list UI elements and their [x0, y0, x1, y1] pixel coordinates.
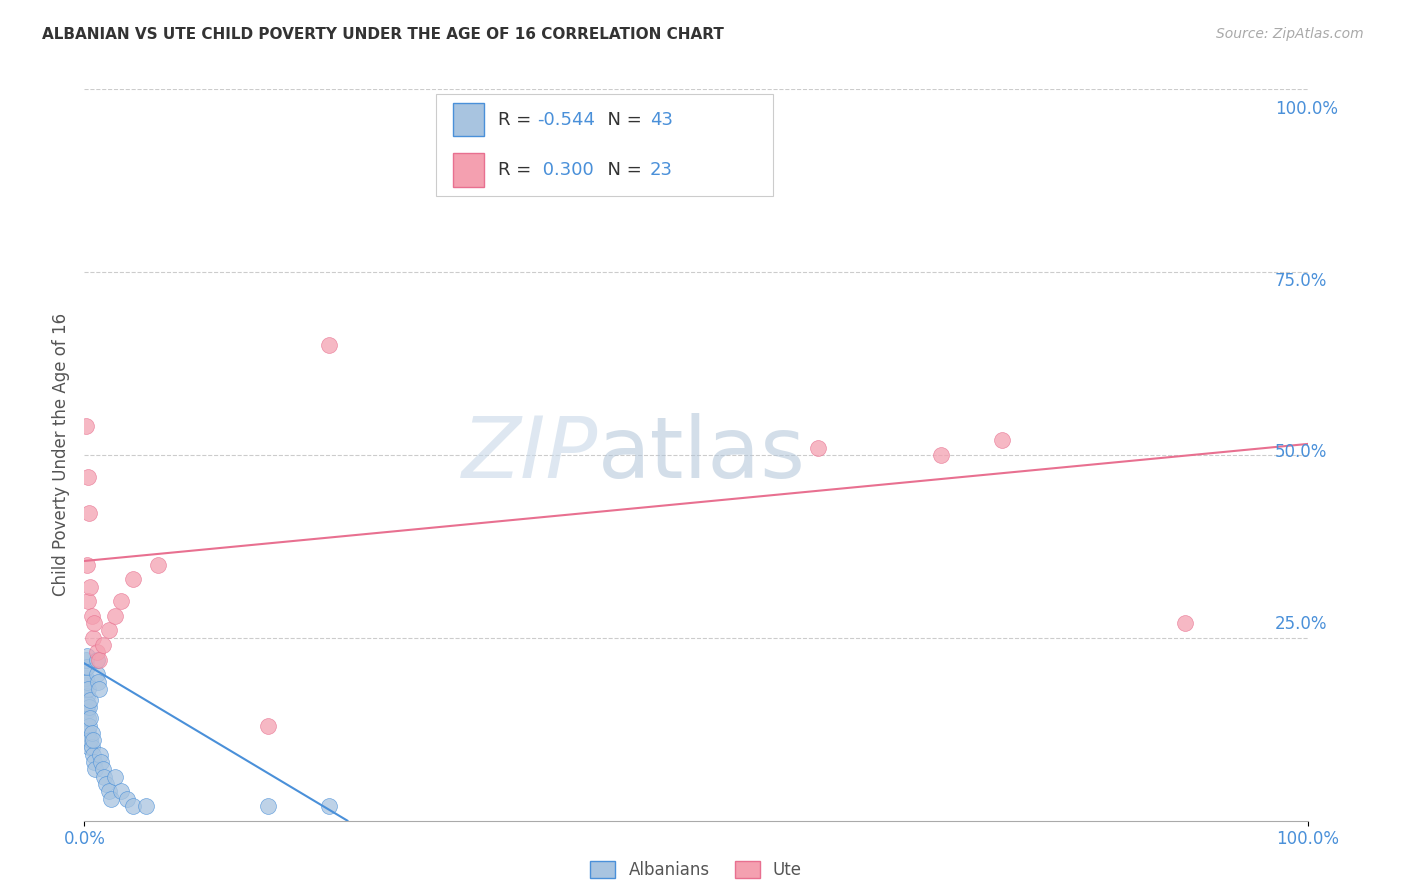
Point	[170, 673, 193, 688]
Point	[181, 746, 204, 760]
Point	[170, 567, 193, 582]
Point	[177, 663, 200, 677]
Text: ALBANIAN VS UTE CHILD POVERTY UNDER THE AGE OF 16 CORRELATION CHART: ALBANIAN VS UTE CHILD POVERTY UNDER THE …	[42, 27, 724, 42]
Point	[172, 725, 194, 739]
Point	[208, 773, 231, 788]
Point	[197, 581, 219, 595]
Point	[191, 594, 214, 608]
Point	[188, 766, 211, 780]
Point	[173, 601, 195, 615]
Point	[166, 660, 188, 674]
Point	[167, 690, 190, 705]
Legend: Albanians, Ute: Albanians, Ute	[607, 822, 834, 855]
Point	[328, 698, 350, 712]
Point	[181, 739, 204, 753]
Point	[170, 711, 193, 725]
Point	[186, 608, 209, 623]
Text: atlas: atlas	[633, 409, 841, 492]
Point	[169, 698, 191, 712]
Point	[167, 677, 190, 691]
Point	[167, 642, 190, 657]
Point	[202, 766, 225, 780]
Text: 23: 23	[650, 161, 672, 179]
Point	[166, 653, 188, 667]
Point	[172, 615, 194, 630]
Point	[197, 759, 219, 773]
Point	[172, 594, 194, 608]
Y-axis label: Child Poverty Under the Age of 16: Child Poverty Under the Age of 16	[52, 309, 70, 592]
Point	[172, 711, 194, 725]
Point	[166, 636, 188, 650]
Text: 43: 43	[650, 111, 672, 128]
Point	[174, 739, 197, 753]
Point	[382, 773, 405, 788]
Text: N =: N =	[596, 161, 648, 179]
Point	[167, 581, 190, 595]
Point	[181, 622, 204, 636]
Point	[176, 629, 198, 643]
Point	[166, 642, 188, 657]
Point	[818, 436, 841, 450]
Point	[167, 705, 190, 719]
Point	[191, 746, 214, 760]
Point	[167, 670, 190, 684]
Point	[231, 546, 253, 561]
Point	[219, 773, 242, 788]
Point	[177, 657, 200, 671]
Point	[176, 649, 198, 664]
Point	[180, 731, 202, 746]
Text: R =: R =	[498, 161, 537, 179]
Text: N =: N =	[596, 111, 648, 128]
Text: Source: ZipAtlas.com: Source: ZipAtlas.com	[1216, 27, 1364, 41]
Point	[179, 725, 201, 739]
Text: R =: R =	[498, 111, 537, 128]
Point	[177, 636, 200, 650]
Text: 0.300: 0.300	[537, 161, 593, 179]
Point	[172, 705, 194, 719]
Point	[169, 681, 191, 695]
Point	[167, 632, 190, 647]
Point	[167, 657, 190, 671]
Text: ZIP: ZIP	[498, 409, 633, 492]
Point	[176, 636, 198, 650]
Point	[184, 753, 207, 767]
Point	[167, 663, 190, 677]
Point	[166, 416, 188, 430]
Point	[173, 731, 195, 746]
Point	[169, 499, 191, 513]
Text: -0.544: -0.544	[537, 111, 595, 128]
Point	[169, 718, 191, 732]
Point	[981, 430, 1004, 444]
Point	[208, 560, 231, 574]
Point	[167, 464, 190, 478]
Point	[328, 773, 350, 788]
Point	[170, 690, 193, 705]
Point	[167, 546, 190, 561]
Point	[1144, 601, 1167, 615]
Point	[928, 443, 950, 458]
Point	[172, 718, 194, 732]
Point	[186, 759, 209, 773]
Point	[167, 683, 190, 698]
Point	[382, 340, 405, 354]
